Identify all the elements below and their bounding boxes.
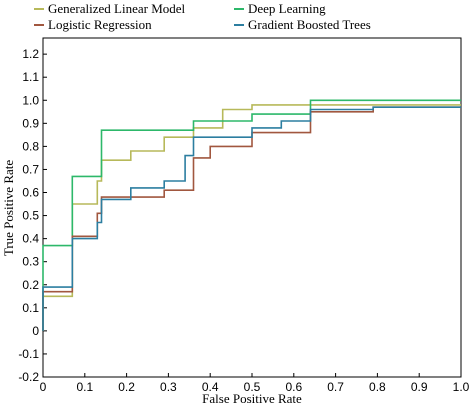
legend-label: Logistic Regression xyxy=(48,17,152,32)
series-line-gradient-boosted-trees xyxy=(42,106,461,331)
y-tick-label: 0.9 xyxy=(22,116,39,130)
y-tick-label: 0.4 xyxy=(22,232,39,246)
x-tick-label: 0.4 xyxy=(202,380,219,394)
y-tick-label: 1.0 xyxy=(22,93,39,107)
y-tick-label: 1.2 xyxy=(22,47,39,61)
series-lines xyxy=(42,99,461,331)
y-tick-label: 0.6 xyxy=(22,186,39,200)
plot-frame xyxy=(42,37,462,378)
x-tick-label: 0.9 xyxy=(411,380,428,394)
y-tick-label: 0.7 xyxy=(22,162,39,176)
x-tick-label: 1.0 xyxy=(453,380,470,394)
x-tick-label: 0.5 xyxy=(244,380,261,394)
x-tick-label: 0.1 xyxy=(76,380,93,394)
legend-label: Gradient Boosted Trees xyxy=(248,17,371,32)
x-tick-label: 0.8 xyxy=(369,380,386,394)
series-line-logistic-regression xyxy=(42,106,461,331)
x-tick-label: 0 xyxy=(40,380,47,394)
x-tick-label: 0.2 xyxy=(118,380,135,394)
y-tick-label: -0.2 xyxy=(18,370,39,384)
x-tick-label: 0.3 xyxy=(160,380,177,394)
axes: -0.2 -0.1 0 0.1 0.2 0.3 0.4 0.5 0.6 0.7 0.8 0.9 1.0 1… xyxy=(18,47,469,394)
y-axis-title: True Positive Rate xyxy=(1,160,16,257)
y-tick-label: 0.2 xyxy=(22,278,39,292)
y-tick-label: 0.5 xyxy=(22,209,39,223)
y-tick-label: 0.3 xyxy=(22,255,39,269)
x-axis-title: False Positive Rate xyxy=(202,391,302,406)
y-tick-label: 0.8 xyxy=(22,139,39,153)
y-tick-label: -0.1 xyxy=(18,347,39,361)
y-tick-label: 1.1 xyxy=(22,70,39,84)
y-tick-label: 0 xyxy=(32,324,39,338)
series-line-generalized-linear-model xyxy=(42,104,461,331)
y-tick-label: 0.1 xyxy=(22,301,39,315)
legend-label: Deep Learning xyxy=(248,1,326,16)
legend: Generalized Linear Model Deep Learning Log… xyxy=(34,1,371,32)
x-tick-label: 0.6 xyxy=(285,380,302,394)
x-tick-label: 0.7 xyxy=(327,380,344,394)
legend-label: Generalized Linear Model xyxy=(48,1,186,16)
